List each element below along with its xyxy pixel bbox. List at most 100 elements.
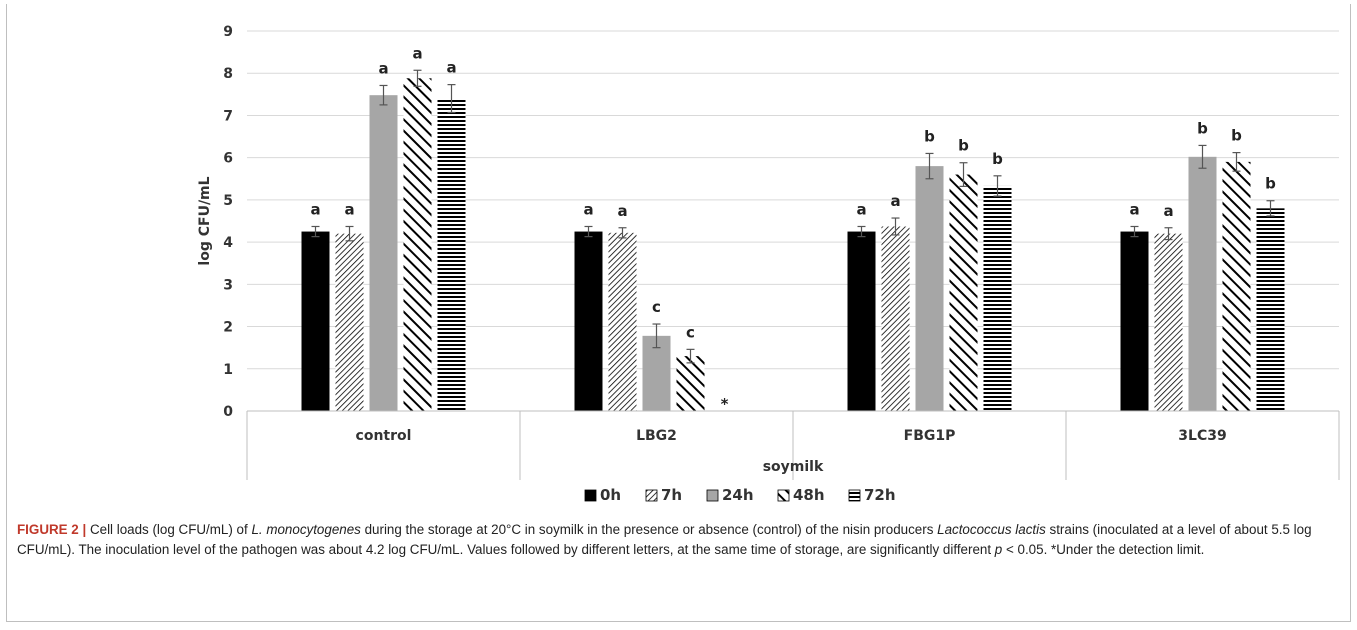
error-bar: [652, 323, 661, 349]
y-tick-label: 0: [223, 404, 233, 420]
bar-3LC39-24h: [1188, 156, 1217, 411]
significance-letter: b: [924, 127, 935, 145]
error-bar: [686, 348, 695, 364]
x-axis-title: soymilk: [763, 459, 824, 475]
significance-letter: a: [856, 200, 866, 218]
category-label: LBG2: [636, 428, 677, 444]
y-tick-label: 6: [223, 151, 233, 167]
significance-letter: a: [412, 44, 422, 62]
bar-3LC39-48h: [1222, 161, 1251, 411]
error-bar: [959, 162, 968, 187]
legend-item-48h: 48h: [777, 486, 825, 504]
bar-LBG2-0h: [574, 231, 603, 411]
bar-FBG1P-24h: [915, 166, 944, 411]
x-axis: control LBG2 FBG1P 3LC39: [246, 410, 1340, 480]
error-bar: [447, 84, 456, 114]
legend-swatch: [706, 489, 719, 502]
error-bar: [891, 217, 900, 236]
y-tick-label: 9: [223, 24, 233, 40]
legend-label: 0h: [600, 486, 621, 504]
y-tick-label: 4: [223, 235, 233, 251]
error-bar: [1164, 227, 1173, 241]
significance-letter: c: [652, 298, 661, 316]
legend: 0h 7h 24h 48h 72h: [584, 486, 896, 504]
error-bar: [1130, 225, 1139, 238]
significance-letter: c: [686, 323, 695, 341]
y-axis: 0 1 2 3 4 5 6 7 8 9: [223, 24, 233, 420]
bar-FBG1P-48h: [949, 174, 978, 411]
bar-chart: 0 1 2 3 4 5 6 7 8 9 a a a a a a a c c * a a b b b a a b b b control L…: [197, 24, 1340, 504]
error-bar: [345, 225, 354, 242]
caption-genus: Lactococcus lactis: [937, 522, 1046, 537]
y-tick-label: 8: [223, 66, 233, 82]
legend-item-7h: 7h: [645, 486, 682, 504]
significance-letter: b: [958, 137, 969, 155]
significance-letters: a a a a a a a c c * a a b b b a a b b b: [310, 44, 1276, 413]
error-bar: [413, 69, 422, 87]
significance-letter: a: [1129, 200, 1139, 218]
bar-FBG1P-0h: [847, 231, 876, 411]
error-bar: [1266, 200, 1275, 217]
error-bar: [379, 84, 388, 106]
bar-3LC39-0h: [1120, 231, 1149, 411]
legend-label: 24h: [722, 486, 754, 504]
y-tick-label: 3: [223, 277, 233, 293]
error-bar: [311, 225, 320, 238]
error-bar: [925, 152, 934, 180]
figure-frame: [6, 4, 1351, 622]
y-tick-label: 7: [223, 108, 233, 124]
bar-FBG1P-7h: [881, 226, 910, 411]
legend-swatch: [584, 489, 597, 502]
category-label: FBG1P: [904, 428, 956, 444]
y-tick-label: 2: [223, 320, 233, 336]
significance-letter: a: [310, 200, 320, 218]
y-axis-title: log CFU/mL: [197, 176, 213, 265]
bar-control-72h: [437, 98, 466, 412]
legend-swatch: [777, 489, 790, 502]
significance-letter: a: [446, 59, 456, 77]
error-bar: [1232, 152, 1241, 172]
caption-text-2: during the storage at 20°C in soymilk in…: [360, 522, 938, 537]
legend-item-72h: 72h: [848, 486, 896, 504]
significance-letter: a: [890, 192, 900, 210]
caption-text-4: < 0.05. *Under the detection limit.: [1002, 542, 1205, 557]
bar-3LC39-72h: [1256, 208, 1285, 411]
y-tick-label: 5: [223, 193, 233, 209]
significance-letter: a: [583, 200, 593, 218]
significance-letter: a: [344, 200, 354, 218]
bar-FBG1P-72h: [983, 185, 1012, 411]
legend-label: 72h: [864, 486, 896, 504]
significance-letter: b: [1197, 119, 1208, 137]
significance-letter: a: [1163, 202, 1173, 220]
legend-item-0h: 0h: [584, 486, 621, 504]
y-tick-label: 1: [223, 362, 233, 378]
bar-3LC39-7h: [1154, 233, 1183, 411]
bar-control-0h: [301, 231, 330, 411]
bar-LBG2-48h: [676, 356, 705, 411]
legend-swatch: [848, 489, 861, 502]
bar-LBG2-24h: [642, 335, 671, 411]
caption-figure-label: FIGURE 2 |: [17, 522, 87, 537]
below-detection-marker: *: [721, 395, 729, 413]
figure-caption: FIGURE 2 | Cell loads (log CFU/mL) of L.…: [17, 520, 1337, 560]
legend-item-24h: 24h: [706, 486, 754, 504]
significance-letter: a: [378, 59, 388, 77]
error-bars: [311, 69, 1275, 364]
caption-species: L. monocytogenes: [251, 522, 361, 537]
legend-label: 48h: [793, 486, 825, 504]
caption-text-1: Cell loads (log CFU/mL) of: [86, 522, 252, 537]
category-label: control: [356, 428, 412, 444]
error-bar: [1198, 144, 1207, 169]
legend-swatch: [645, 489, 658, 502]
bars: [301, 78, 1285, 412]
bar-LBG2-7h: [608, 232, 637, 411]
legend-label: 7h: [661, 486, 682, 504]
bar-control-24h: [369, 95, 398, 411]
significance-letter: b: [992, 150, 1003, 168]
bar-control-7h: [335, 233, 364, 411]
error-bar: [618, 227, 627, 239]
category-label: 3LC39: [1178, 428, 1226, 444]
significance-letter: b: [1265, 175, 1276, 193]
significance-letter: a: [617, 202, 627, 220]
caption-text-3: strains (inoculated at a level of about …: [17, 522, 1312, 557]
